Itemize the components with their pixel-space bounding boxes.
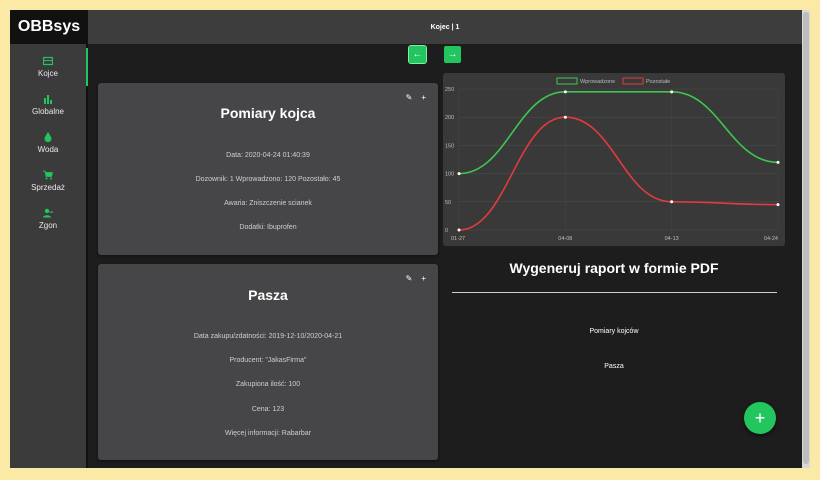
sidebar-item-label: Sprzedaż (31, 183, 65, 192)
y-tick-label: 50 (445, 200, 451, 206)
brand-logo[interactable]: OBBsys (10, 10, 88, 44)
add-icon[interactable]: + (421, 93, 426, 102)
feed-quantity: Zakupiona ilość: 100 (235, 381, 301, 388)
series-line (458, 116, 779, 231)
report-title: Wygeneruj raport w formie PDF (509, 260, 719, 276)
next-button[interactable]: → (444, 46, 461, 63)
cart-icon (43, 170, 53, 180)
add-icon[interactable]: + (421, 274, 426, 283)
x-tick-label: 04-13 (665, 236, 679, 242)
sidebar-item-sprzedaz[interactable]: Sprzedaż (10, 162, 86, 200)
legend-label: Wprowadzone (580, 79, 615, 85)
data-point (776, 203, 780, 207)
feed-producer: Producent: "JakasFirma" (229, 357, 307, 364)
y-tick-label: 100 (445, 172, 454, 178)
page-title: Kojec | 1 (88, 10, 802, 44)
card-title: Pasza (248, 287, 288, 303)
y-tick-label: 150 (445, 143, 454, 149)
feed-more-info: Więcej informacji: Rabarbar (225, 430, 311, 437)
y-tick-label: 250 (445, 87, 454, 93)
series-line (458, 91, 779, 175)
feed-purchase-date: Data zakupu/zdatności: 2019-12-10/2020-0… (193, 333, 343, 340)
person-remove-icon (43, 208, 53, 218)
sidebar: Kojce Globalne Woda Sprzedaż Zgon (10, 44, 88, 468)
edit-icon[interactable]: ✎ (405, 274, 413, 283)
data-point (563, 115, 567, 119)
data-point (457, 228, 461, 232)
sidebar-item-globalne[interactable]: Globalne (10, 86, 86, 124)
sidebar-item-label: Globalne (31, 107, 65, 116)
feed-card: ✎ + Pasza Data zakupu/zdatności: 2019-12… (98, 264, 438, 460)
data-point (670, 200, 674, 204)
sidebar-item-kojce[interactable]: Kojce (10, 48, 88, 86)
sidebar-item-label: Zgon (38, 221, 58, 230)
water-drop-icon (44, 132, 52, 142)
data-point (776, 160, 780, 164)
measurements-card: ✎ + Pomiary kojca Data: 2020-04-24 01:40… (98, 83, 438, 255)
measurement-failure: Awaria: Zniszczenie scianek (224, 200, 312, 207)
sidebar-item-label: Woda (37, 145, 59, 154)
x-tick-label: 04-08 (558, 236, 572, 242)
data-point (563, 90, 567, 94)
legend-label: Pozostałe (646, 79, 670, 85)
line-chart: 0 50 100 150 200 250 01-27 04-08 04-13 04-24 Wprow… (445, 77, 780, 242)
divider (452, 292, 777, 293)
legend-swatch (556, 77, 578, 85)
x-tick-label: 04-24 (764, 236, 778, 242)
legend-swatch (622, 77, 644, 85)
prev-button[interactable]: ← (408, 45, 427, 64)
scrollbar[interactable] (802, 10, 810, 468)
add-fab-button[interactable]: + (744, 402, 776, 434)
data-point (670, 90, 674, 94)
card-title: Pomiary kojca (220, 105, 316, 121)
report-link-feed[interactable]: Pasza (604, 363, 624, 370)
report-link-measurements[interactable]: Pomiary kojców (589, 328, 639, 335)
feed-price: Cena: 123 (251, 406, 285, 413)
y-tick-label: 0 (445, 228, 448, 234)
sidebar-item-woda[interactable]: Woda (10, 124, 86, 162)
measurement-date: Data: 2020-04-24 01:40:39 (226, 152, 310, 159)
sidebar-item-label: Kojce (37, 69, 58, 78)
sidebar-item-zgon[interactable]: Zgon (10, 200, 86, 238)
bar-chart-icon (44, 95, 52, 104)
edit-icon[interactable]: ✎ (405, 93, 413, 102)
data-point (457, 172, 461, 176)
line-chart-card: 0 50 100 150 200 250 01-27 04-08 04-13 04-24 Wprow… (443, 73, 785, 246)
x-tick-label: 01-27 (451, 236, 465, 242)
measurement-additives: Dodatki: Ibuprofen (239, 224, 297, 231)
y-tick-label: 200 (445, 115, 454, 121)
measurement-dispenser: Dozownik: 1 Wprowadzono: 120 Pozostało: … (195, 176, 341, 183)
pen-grid-icon (43, 56, 53, 66)
